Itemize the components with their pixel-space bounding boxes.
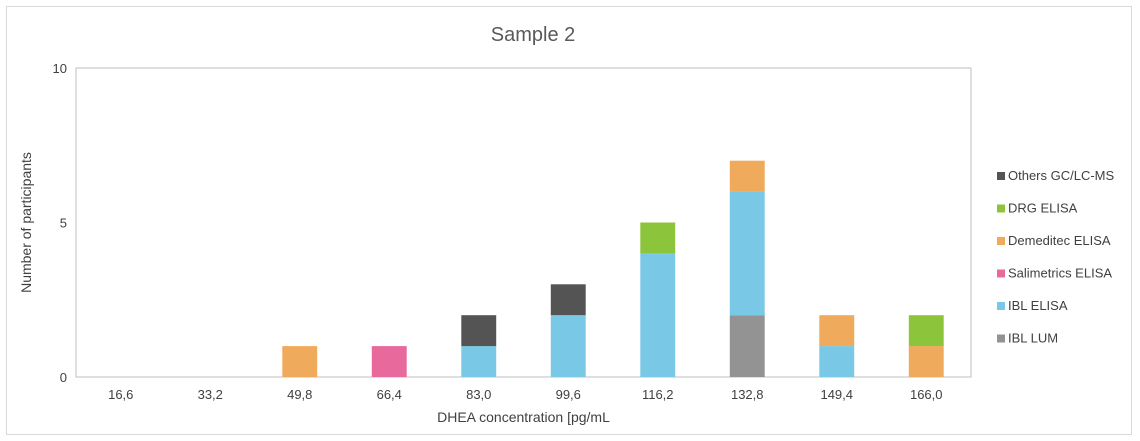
legend-item: IBL ELISA [997,298,1068,313]
x-tick-label: 66,4 [377,387,402,402]
legend-label: IBL ELISA [1008,298,1068,313]
x-tick-label: 33,2 [198,387,223,402]
legend-label: DRG ELISA [1008,201,1078,216]
y-tick-label: 0 [60,370,67,385]
chart-svg: Sample 2 0 5 10 16,6 33,2 49,8 66,4 83,0 99,6 11… [18,24,1115,425]
legend: Others GC/LC-MS DRG ELISA Demeditec ELISA S… [997,168,1115,346]
bar-segment [640,222,676,254]
x-axis-label: DHEA concentration [pg/mL [437,409,610,425]
x-tick-label: 149,4 [820,387,853,402]
y-tick-label: 5 [60,216,67,231]
bar-segment [908,346,944,377]
bar-segment [371,346,407,377]
bar-segment [461,315,497,347]
legend-swatch [997,334,1005,343]
bar-segment [550,284,586,316]
y-tick-label: 10 [53,61,67,76]
legend-item: IBL LUM [997,331,1058,346]
bar-segment [729,160,765,192]
legend-item: Others GC/LC-MS [997,168,1115,183]
bar-segment [282,346,318,377]
legend-label: IBL LUM [1008,331,1058,346]
plot-area [75,67,972,378]
legend-label: Others GC/LC-MS [1008,168,1115,183]
x-tick-label: 116,2 [642,387,674,402]
y-axis-label: Number of participants [18,152,34,293]
legend-label: Salimetrics ELISA [1008,266,1112,281]
legend-label: Demeditec ELISA [1008,233,1111,248]
chart-frame: Sample 2 0 5 10 16,6 33,2 49,8 66,4 83,0 99,6 11… [6,6,1132,435]
legend-swatch [997,269,1005,278]
x-ticks-group: 16,6 33,2 49,8 66,4 83,0 99,6 116,2 132,8 149,4 1… [108,387,942,402]
chart-title: Sample 2 [491,24,576,46]
bar-segment [550,315,586,377]
legend-item: Demeditec ELISA [997,233,1111,248]
x-tick-label: 83,0 [466,387,491,402]
x-tick-label: 166,0 [910,387,943,402]
bar-segment [461,346,497,377]
bar-segment [640,253,676,377]
y-ticks-group: 0 5 10 [53,61,67,385]
legend-swatch [997,204,1005,213]
bars-group [282,160,944,377]
x-tick-label: 99,6 [556,387,581,402]
bar-segment [729,191,765,316]
bar-segment [819,315,855,347]
x-tick-label: 49,8 [287,387,312,402]
bar-segment [908,315,944,347]
x-tick-label: 132,8 [731,387,764,402]
legend-item: DRG ELISA [997,201,1078,216]
x-tick-label: 16,6 [108,387,133,402]
bar-segment [819,346,855,377]
legend-swatch [997,237,1005,245]
legend-swatch [997,172,1005,180]
legend-item: Salimetrics ELISA [997,266,1112,281]
legend-swatch [997,302,1005,310]
bar-segment [729,315,765,377]
